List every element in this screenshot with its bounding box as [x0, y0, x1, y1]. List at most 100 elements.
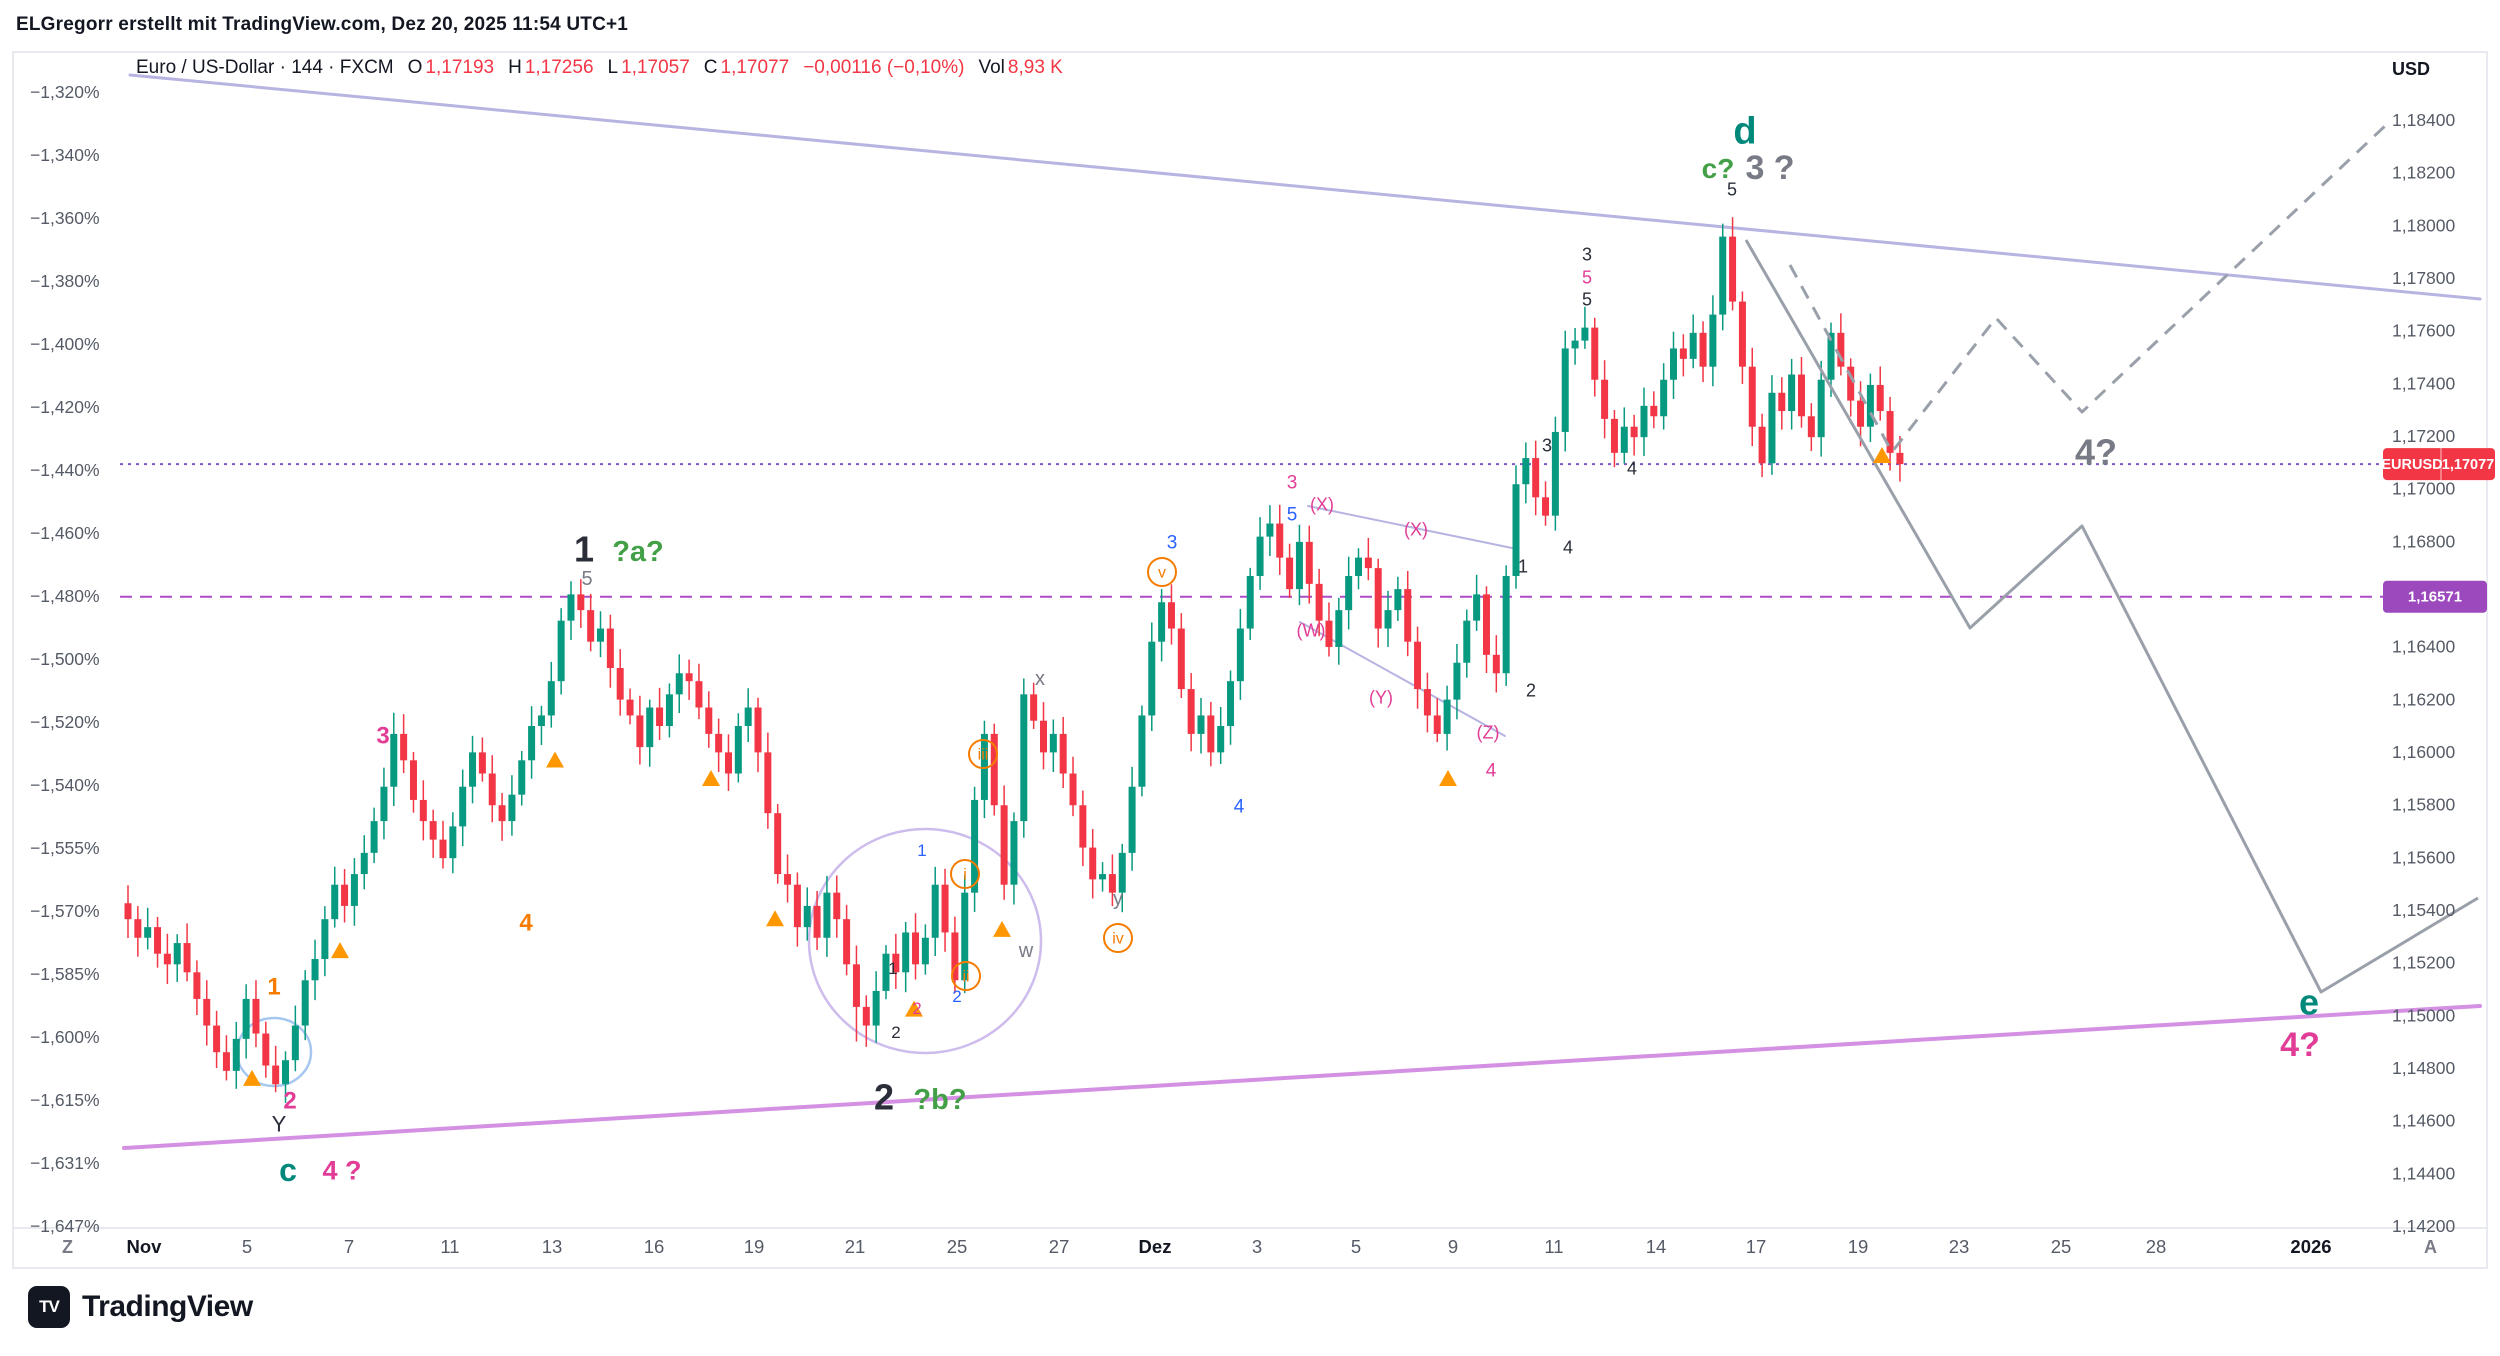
right-axis-label[interactable]: 1,18400	[2392, 110, 2456, 130]
left-axis-label[interactable]: −1,480%	[30, 586, 100, 606]
date-axis-label[interactable]: 11	[1544, 1236, 1563, 1257]
right-axis-label[interactable]: 1,16000	[2392, 742, 2456, 762]
left-axis-label[interactable]: −1,400%	[30, 334, 100, 354]
date-axis-label[interactable]: 27	[1049, 1236, 1070, 1257]
candle-body	[587, 610, 595, 642]
date-axis-label[interactable]: 11	[440, 1236, 459, 1257]
left-axis-label[interactable]: −1,631%	[30, 1153, 100, 1173]
right-axis-label[interactable]: 1,14400	[2392, 1163, 2456, 1183]
candle-body	[793, 884, 801, 928]
left-axis-label[interactable]: −1,555%	[30, 838, 100, 858]
date-axis-label[interactable]: 5	[242, 1236, 252, 1257]
auto-scale-button[interactable]: A	[2424, 1237, 2437, 1257]
left-axis-label[interactable]: −1,540%	[30, 775, 100, 795]
buy-signal-marker	[702, 770, 720, 787]
right-axis-label[interactable]: 1,14600	[2392, 1111, 2456, 1131]
date-axis-label[interactable]: 25	[2051, 1236, 2072, 1257]
date-axis-label[interactable]: 16	[644, 1236, 665, 1257]
left-axis-label[interactable]: −1,615%	[30, 1090, 100, 1110]
tradingview-brand[interactable]: TradingView	[82, 1290, 253, 1323]
candle-body	[1187, 689, 1195, 734]
candle-body	[1719, 236, 1727, 315]
right-axis-label[interactable]: 1,16200	[2392, 689, 2456, 709]
candle-body	[1492, 654, 1500, 674]
change-value: −0,00116 (−0,10%)	[803, 57, 965, 78]
date-axis-label[interactable]: 25	[947, 1236, 968, 1257]
wave-label: (X)	[1404, 519, 1428, 539]
left-axis-label[interactable]: −1,460%	[30, 523, 100, 543]
candle-body	[1414, 641, 1422, 690]
candle-body	[1069, 773, 1077, 806]
candle-body	[1148, 641, 1156, 716]
right-axis-label[interactable]: 1,17400	[2392, 373, 2456, 393]
right-axis-label[interactable]: 1,16400	[2392, 637, 2456, 657]
candle-body	[1522, 458, 1530, 485]
candle-body	[360, 852, 368, 875]
tradingview-logo-icon[interactable]: TV	[28, 1286, 70, 1328]
right-axis-label[interactable]: 1,14200	[2392, 1216, 2456, 1236]
candle-body	[272, 1065, 280, 1085]
left-axis-label[interactable]: −1,520%	[30, 712, 100, 732]
left-axis-label[interactable]: −1,360%	[30, 208, 100, 228]
date-axis-label[interactable]: 7	[344, 1236, 354, 1257]
candle-body	[862, 1006, 870, 1026]
left-axis-label[interactable]: −1,440%	[30, 460, 100, 480]
candle-body	[715, 733, 723, 753]
wave-label: 2	[874, 1077, 894, 1118]
candle-body	[252, 998, 260, 1034]
wave-label: 4	[519, 909, 533, 936]
right-axis-label[interactable]: 1,15800	[2392, 795, 2456, 815]
candle-body	[1049, 733, 1057, 753]
date-axis-label[interactable]: 19	[1848, 1236, 1869, 1257]
right-axis-label[interactable]: 1,14800	[2392, 1058, 2456, 1078]
candle-body	[872, 990, 880, 1026]
date-axis-label[interactable]: 3	[1252, 1236, 1262, 1257]
date-axis-label[interactable]: 13	[542, 1236, 563, 1257]
candle-body	[134, 919, 142, 938]
candle-body	[1847, 366, 1855, 401]
date-axis-label[interactable]: 9	[1448, 1236, 1458, 1257]
date-axis-label[interactable]: Nov	[127, 1236, 163, 1257]
timezone-button[interactable]: Z	[62, 1237, 73, 1257]
wave-label: y	[1113, 888, 1123, 910]
left-axis-label[interactable]: −1,420%	[30, 397, 100, 417]
right-axis-label[interactable]: 1,16800	[2392, 531, 2456, 551]
candle-body	[419, 799, 427, 822]
date-axis-label[interactable]: 19	[744, 1236, 765, 1257]
date-axis-label[interactable]: 5	[1351, 1236, 1361, 1257]
left-axis-label[interactable]: −1,570%	[30, 901, 100, 921]
date-axis-label[interactable]: 14	[1646, 1236, 1667, 1257]
left-axis-label[interactable]: −1,647%	[30, 1216, 100, 1236]
date-axis-label[interactable]: Dez	[1139, 1236, 1172, 1257]
candle-body	[724, 752, 732, 774]
right-axis-label[interactable]: 1,18200	[2392, 163, 2456, 183]
wave-label: 1	[267, 973, 280, 1000]
candle-body	[518, 760, 526, 795]
candle-body	[1620, 426, 1628, 453]
wave-label: 2	[891, 1023, 900, 1042]
wave-label: 1	[917, 841, 926, 860]
left-axis-label[interactable]: −1,600%	[30, 1027, 100, 1047]
left-axis-label[interactable]: −1,380%	[30, 271, 100, 291]
left-axis-label[interactable]: −1,500%	[30, 649, 100, 669]
left-axis-label[interactable]: −1,320%	[30, 82, 100, 102]
right-axis-label[interactable]: 1,18000	[2392, 215, 2456, 235]
right-axis-label[interactable]: 1,17600	[2392, 321, 2456, 341]
date-axis-label[interactable]: 23	[1949, 1236, 1970, 1257]
right-axis-label[interactable]: 1,17800	[2392, 268, 2456, 288]
right-axis-label[interactable]: 1,15400	[2392, 900, 2456, 920]
right-axis-label[interactable]: 1,15600	[2392, 847, 2456, 867]
wave-label: 3	[376, 722, 389, 749]
date-axis-label[interactable]: 2026	[2290, 1236, 2331, 1257]
right-axis-label[interactable]: 1,15200	[2392, 953, 2456, 973]
right-axis-label[interactable]: 1,17200	[2392, 426, 2456, 446]
date-axis-label[interactable]: 21	[845, 1236, 866, 1257]
date-axis-label[interactable]: 28	[2146, 1236, 2167, 1257]
left-axis-label[interactable]: −1,585%	[30, 964, 100, 984]
right-axis-label[interactable]: 1,15000	[2392, 1005, 2456, 1025]
date-axis-label[interactable]: 17	[1746, 1236, 1767, 1257]
right-axis-label[interactable]: 1,17000	[2392, 479, 2456, 499]
left-axis-label[interactable]: −1,340%	[30, 145, 100, 165]
candle-body	[537, 715, 545, 726]
